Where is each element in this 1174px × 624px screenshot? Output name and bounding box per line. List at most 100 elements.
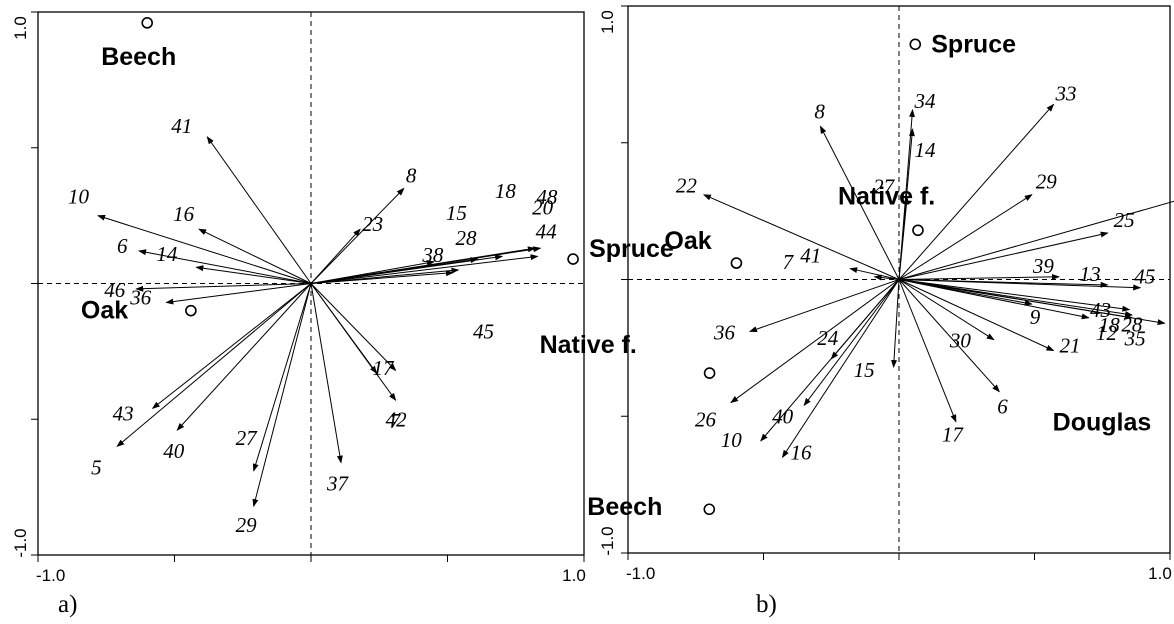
x-tick-label: -1.0 [36, 566, 65, 585]
species-vector-22 [702, 194, 900, 280]
species-label-42: 42 [386, 407, 408, 431]
species-label-41: 41 [171, 114, 192, 138]
species-vector-9 [898, 279, 1033, 306]
y-tick-label: 1.0 [11, 16, 30, 40]
species-vector-17 [898, 279, 957, 423]
species-vector-37 [310, 283, 343, 464]
species-vector-6 [138, 249, 312, 284]
species-vector-27 [252, 283, 312, 472]
site-label-oak: Oak [81, 297, 128, 325]
site-label-douglas: Douglas [1053, 409, 1152, 437]
species-vector-26 [730, 279, 900, 404]
species-vector-6 [898, 279, 1000, 393]
panel-a: -1.0 1.0 -1.0 1.0 41 10 16 6 14 46 36 43 5 40 27 29 37 7 1… [11, 11, 716, 618]
species-label-26: 26 [695, 408, 717, 432]
species-vector-14 [898, 128, 915, 280]
x-tick-label: 1.0 [1148, 564, 1172, 583]
species-vector-40 [803, 279, 900, 407]
species-vector-44 [310, 254, 539, 284]
site-marker-native-f [912, 224, 924, 237]
species-vector-43 [151, 283, 312, 410]
species-label-28: 28 [1121, 313, 1143, 337]
species-vector-10 [760, 279, 900, 442]
x-tick-label: -1.0 [626, 564, 655, 583]
species-label-14: 14 [156, 242, 178, 266]
species-vector-15 [310, 260, 435, 284]
species-label-15: 15 [446, 201, 467, 225]
species-vector-25 [898, 231, 1109, 280]
species-label-29: 29 [236, 513, 257, 537]
species-label-35: 35 [1124, 326, 1146, 350]
species-label-46: 46 [104, 278, 126, 302]
panel-label: b) [756, 591, 777, 618]
species-vector-18 [898, 279, 1090, 320]
species-label-43: 43 [1090, 298, 1111, 322]
species-label-21: 21 [1059, 334, 1080, 358]
site-marker-oak [185, 304, 197, 317]
species-label-27: 27 [236, 426, 258, 450]
species-label-44: 44 [536, 219, 558, 243]
site-label-native-f: Native f. [540, 331, 637, 359]
species-vector-28 [898, 279, 1131, 312]
species-vector-33 [898, 103, 1055, 280]
species-vector-14 [195, 265, 312, 284]
species-vector-41 [849, 267, 900, 280]
species-label-24: 24 [817, 326, 839, 350]
site-label-beech: Beech [101, 43, 176, 71]
species-label-8: 8 [406, 163, 417, 187]
species-vector-16 [198, 228, 312, 284]
species-label-41: 41 [800, 244, 821, 268]
y-tick-label: 1.0 [598, 10, 617, 34]
site-marker-spruce [567, 253, 579, 265]
species-vector-8 [819, 125, 900, 280]
species-vector-40 [176, 283, 312, 431]
species-label-33: 33 [1054, 81, 1076, 105]
species-label-17: 17 [942, 423, 965, 447]
panel-b: -1.01.0-1.01.082734143322293225391345741… [587, 5, 1174, 618]
species-label-18: 18 [1099, 313, 1121, 337]
species-label-40: 40 [163, 439, 185, 463]
species-vector-36 [749, 279, 900, 332]
species-vector-29 [898, 194, 1033, 280]
species-label-10: 10 [68, 185, 90, 209]
species-vector-5 [116, 283, 312, 448]
species-label-43: 43 [113, 401, 134, 425]
site-label-spruce: Spruce [931, 30, 1016, 58]
species-label-22: 22 [676, 174, 698, 198]
site-marker-oak [730, 257, 743, 269]
species-vector-42 [310, 283, 397, 372]
species-vector-32 [898, 200, 1174, 280]
species-label-13: 13 [1080, 262, 1101, 286]
species-label-27: 27 [873, 174, 896, 198]
species-vector-45 [898, 279, 1142, 291]
species-label-5: 5 [91, 455, 102, 479]
species-label-18: 18 [495, 179, 517, 203]
site-label-native-f: Native f. [838, 182, 935, 210]
x-tick-label: 1.0 [562, 566, 586, 585]
species-label-9: 9 [1030, 305, 1041, 329]
species-label-30: 30 [949, 329, 972, 353]
species-label-36: 36 [713, 320, 736, 344]
site-marker-spruce [909, 38, 922, 51]
species-vector-30 [898, 279, 995, 341]
species-label-48: 48 [536, 185, 558, 209]
site-marker-beech [141, 17, 153, 29]
species-vector-36 [165, 283, 312, 305]
species-vector-21 [898, 279, 1055, 352]
species-vector-23 [310, 228, 361, 284]
species-label-37: 37 [326, 472, 350, 496]
site-label-oak: Oak [664, 227, 711, 255]
species-label-29: 29 [1036, 170, 1058, 194]
species-vector-45 [310, 270, 454, 284]
species-vector-15 [891, 279, 900, 369]
panel-label: a) [58, 591, 77, 618]
species-vector-10 [97, 214, 312, 284]
species-label-39: 39 [1032, 254, 1055, 278]
species-vector-16 [781, 279, 900, 459]
site-marker-native-f [703, 367, 716, 379]
species-vector-20 [310, 254, 504, 284]
species-label-14: 14 [915, 138, 937, 162]
site-label-spruce: Spruce [589, 235, 674, 263]
species-label-45: 45 [1134, 265, 1155, 289]
species-label-25: 25 [1114, 208, 1135, 232]
